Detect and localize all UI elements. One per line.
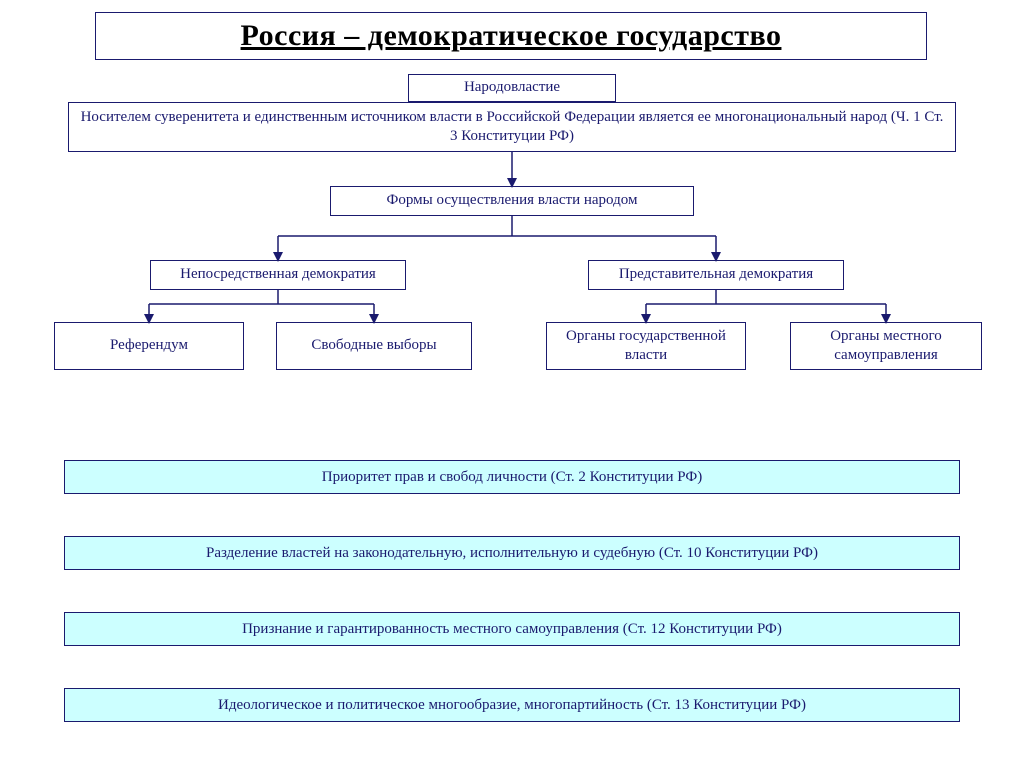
principle-4-text: Идеологическое и политическое многообраз…	[218, 697, 806, 714]
sovereignty-text: Носителем суверенитета и единственным ис…	[77, 108, 947, 147]
direct-democracy-box: Непосредственная демократия	[150, 260, 406, 290]
principle-1-box: Приоритет прав и свобод личности (Ст. 2 …	[64, 460, 960, 494]
narodovlastie-box: Народовластие	[408, 74, 616, 102]
sovereignty-box: Носителем суверенитета и единственным ис…	[68, 102, 956, 152]
forms-header-label: Формы осуществления власти народом	[387, 191, 638, 211]
principle-4-box: Идеологическое и политическое многообраз…	[64, 688, 960, 722]
local-organs-label: Органы местного самоуправления	[799, 327, 973, 366]
principle-3-text: Признание и гарантированность местного с…	[242, 621, 782, 638]
state-organs-box: Органы государственной власти	[546, 322, 746, 370]
referendum-box: Референдум	[54, 322, 244, 370]
direct-democracy-label: Непосредственная демократия	[180, 265, 376, 285]
page-title: Россия – демократическое государство	[241, 19, 782, 53]
representative-democracy-label: Представительная демократия	[619, 265, 813, 285]
principle-2-text: Разделение властей на законодательную, и…	[206, 545, 818, 562]
principle-1-text: Приоритет прав и свобод личности (Ст. 2 …	[322, 469, 703, 486]
local-organs-box: Органы местного самоуправления	[790, 322, 982, 370]
title-box: Россия – демократическое государство	[95, 12, 927, 60]
narodovlastie-label: Народовластие	[464, 78, 560, 98]
forms-header-box: Формы осуществления власти народом	[330, 186, 694, 216]
state-organs-label: Органы государственной власти	[555, 327, 737, 366]
principle-2-box: Разделение властей на законодательную, и…	[64, 536, 960, 570]
principle-3-box: Признание и гарантированность местного с…	[64, 612, 960, 646]
referendum-label: Референдум	[110, 336, 188, 356]
elections-box: Свободные выборы	[276, 322, 472, 370]
representative-democracy-box: Представительная демократия	[588, 260, 844, 290]
elections-label: Свободные выборы	[311, 336, 436, 356]
